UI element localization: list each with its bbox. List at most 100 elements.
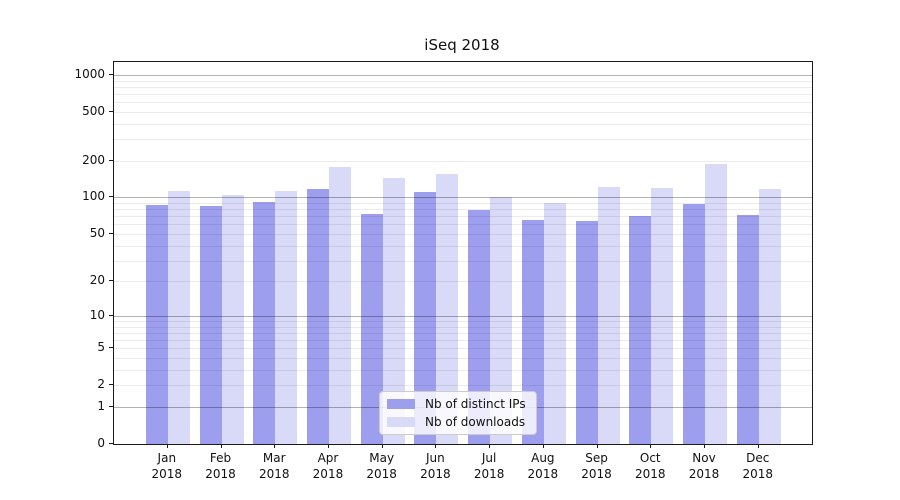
bar-downloads bbox=[705, 163, 727, 444]
x-tick-year: 2018 bbox=[742, 467, 773, 481]
bar-downloads bbox=[382, 177, 405, 444]
x-tick-mark bbox=[166, 444, 168, 448]
x-tick-month: Jan bbox=[157, 451, 177, 465]
gridline-minor bbox=[114, 216, 812, 218]
bar-downloads bbox=[436, 173, 459, 444]
gridline-minor bbox=[114, 385, 812, 387]
y-tick-mark bbox=[109, 159, 113, 161]
bar-downloads bbox=[221, 195, 244, 444]
y-tick-label: 50 bbox=[89, 225, 105, 240]
bar-distinct-ips bbox=[683, 203, 705, 444]
bar-downloads bbox=[328, 166, 351, 444]
x-tick-year: 2018 bbox=[634, 467, 666, 481]
x-tick-year: 2018 bbox=[258, 467, 290, 481]
x-tick-label: Feb 2018 bbox=[191, 450, 251, 482]
gridline-minor bbox=[114, 358, 812, 360]
x-tick-mark bbox=[435, 444, 437, 448]
x-tick-mark bbox=[327, 444, 329, 448]
bar-distinct-ips bbox=[468, 209, 491, 444]
x-tick-label: Mar 2018 bbox=[244, 450, 304, 482]
legend-item-distinct-ips: Nb of distinct IPs bbox=[387, 397, 526, 411]
x-tick-year: 2018 bbox=[366, 467, 397, 481]
legend-swatch-distinct-ips-icon bbox=[387, 399, 415, 409]
x-tick-label: Apr 2018 bbox=[298, 450, 358, 482]
gridline-minor bbox=[114, 348, 812, 350]
gridline-minor bbox=[114, 93, 812, 95]
y-tick-label: 10 bbox=[89, 307, 105, 322]
y-tick-label: 200 bbox=[82, 152, 105, 167]
bar-downloads bbox=[651, 188, 674, 444]
gridline-minor bbox=[114, 203, 812, 205]
bar-distinct-ips bbox=[629, 215, 652, 444]
x-tick-mark bbox=[381, 444, 383, 448]
x-tick-label: Sep 2018 bbox=[567, 450, 627, 482]
y-tick-mark bbox=[109, 280, 113, 282]
gridline-minor bbox=[114, 86, 812, 88]
x-tick-mark bbox=[596, 444, 598, 448]
legend-label-distinct-ips: Nb of distinct IPs bbox=[425, 397, 526, 411]
bar-distinct-ips bbox=[414, 192, 437, 444]
bar-downloads bbox=[167, 190, 190, 444]
y-tick-mark bbox=[109, 314, 113, 316]
y-tick-mark bbox=[109, 196, 113, 198]
y-tick-label: 0 bbox=[97, 436, 105, 450]
y-tick-mark bbox=[109, 384, 113, 386]
gridline-minor bbox=[114, 321, 812, 322]
legend-item-downloads: Nb of downloads bbox=[387, 415, 526, 429]
x-tick-month: Jul bbox=[481, 451, 497, 465]
gridline-minor bbox=[114, 281, 812, 283]
x-tick-year: 2018 bbox=[688, 467, 720, 481]
x-tick-year: 2018 bbox=[151, 467, 183, 481]
x-tick-mark bbox=[650, 444, 652, 448]
gridline-minor bbox=[114, 80, 812, 82]
bar-downloads bbox=[490, 197, 513, 444]
y-tick-mark bbox=[109, 232, 113, 234]
x-tick-mark bbox=[704, 444, 705, 448]
x-tick-year: 2018 bbox=[205, 467, 236, 481]
x-tick-month: Aug bbox=[531, 451, 555, 465]
x-tick-label: Oct 2018 bbox=[620, 450, 680, 482]
x-tick-year: 2018 bbox=[312, 467, 344, 481]
gridline-major bbox=[114, 315, 812, 317]
gridline-minor bbox=[114, 209, 812, 211]
x-tick-month: Dec bbox=[746, 451, 770, 465]
x-tick-label: Jan 2018 bbox=[137, 450, 197, 482]
x-tick-label: Jul 2018 bbox=[459, 450, 519, 482]
bar-distinct-ips bbox=[521, 220, 544, 444]
x-tick-year: 2018 bbox=[473, 467, 505, 481]
bar-downloads bbox=[758, 188, 781, 444]
legend-label-downloads: Nb of downloads bbox=[425, 415, 526, 429]
gridline-minor bbox=[114, 326, 812, 328]
y-tick-label: 1 bbox=[97, 398, 105, 413]
legend-swatch-downloads-icon bbox=[387, 417, 415, 427]
x-tick-year: 2018 bbox=[527, 467, 559, 481]
gridline-minor bbox=[114, 139, 812, 141]
bar-downloads bbox=[275, 191, 298, 444]
x-tick-month: Apr bbox=[317, 451, 339, 465]
x-tick-month: Nov bbox=[692, 451, 716, 465]
x-tick-month: Mar bbox=[262, 451, 286, 465]
x-tick-year: 2018 bbox=[581, 467, 612, 481]
x-tick-label: Dec 2018 bbox=[728, 450, 788, 482]
bar-distinct-ips bbox=[306, 188, 329, 444]
y-tick-mark bbox=[109, 73, 113, 75]
chart-title: iSeq 2018 bbox=[424, 36, 500, 54]
x-tick-mark bbox=[542, 444, 544, 448]
y-tick-mark bbox=[109, 405, 113, 407]
y-tick-label: 1000 bbox=[74, 66, 105, 81]
gridline-minor bbox=[114, 123, 812, 125]
x-tick-label: May 2018 bbox=[352, 450, 412, 482]
x-tick-label: Jun 2018 bbox=[405, 450, 465, 482]
gridline-minor bbox=[114, 245, 812, 247]
y-tick-mark bbox=[109, 347, 113, 349]
x-tick-mark bbox=[489, 444, 491, 448]
y-tick-label: 100 bbox=[82, 189, 105, 204]
x-tick-label: Aug 2018 bbox=[513, 450, 573, 482]
bar-distinct-ips bbox=[145, 205, 168, 444]
y-tick-label: 5 bbox=[97, 340, 105, 355]
gridline-minor bbox=[114, 160, 812, 162]
bar-distinct-ips bbox=[199, 206, 222, 444]
plot-area bbox=[113, 61, 813, 445]
bar-distinct-ips bbox=[575, 221, 598, 444]
